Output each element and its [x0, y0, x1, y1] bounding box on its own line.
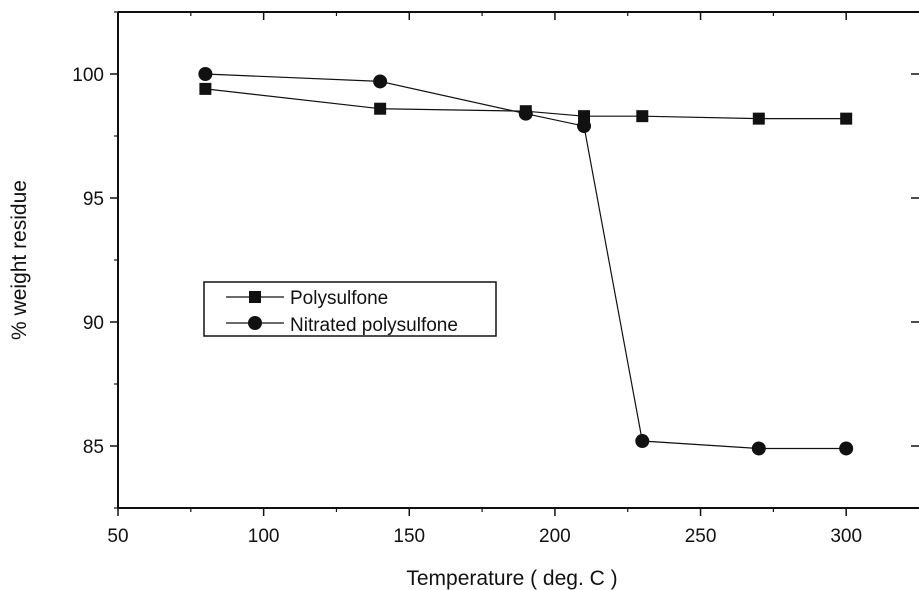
data-point-nitrated-polysulfone [839, 441, 854, 456]
legend-label-nitrated-polysulfone: Nitrated polysulfone [290, 315, 458, 336]
data-point-polysulfone [578, 110, 591, 123]
legend-label-polysulfone: Polysulfone [290, 288, 388, 309]
tick-labels: 50 100 150 200 250 300 85 90 95 100 [72, 65, 862, 547]
data-point-nitrated-polysulfone [373, 74, 388, 89]
axis-ticks [110, 11, 919, 516]
y-axis-title: % weight residue [8, 180, 31, 340]
data-point-polysulfone [752, 112, 765, 125]
data-point-nitrated-polysulfone [751, 441, 766, 456]
data-point-polysulfone [199, 82, 212, 95]
data-point-polysulfone [374, 102, 387, 115]
x-tick-label: 200 [539, 526, 571, 547]
y-tick-label: 100 [72, 65, 104, 86]
x-tick-label: 250 [685, 526, 717, 547]
legend-box [203, 281, 497, 337]
y-tick-label: 95 [83, 189, 104, 210]
x-tick-label: 300 [830, 526, 862, 547]
data-point-polysulfone [840, 112, 853, 125]
x-tick-label: 50 [107, 526, 128, 547]
data-point-nitrated-polysulfone [518, 106, 533, 121]
data-point-nitrated-polysulfone [198, 67, 213, 81]
x-tick-label: 100 [248, 526, 280, 547]
legend-marker-polysulfone [249, 291, 261, 303]
data-point-nitrated-polysulfone [577, 119, 592, 134]
series-markers [198, 67, 854, 456]
legend: Polysulfone Nitrated polysulfone [203, 281, 497, 337]
x-axis-title: Temperature ( deg. C ) [406, 567, 617, 590]
data-point-polysulfone [636, 110, 649, 123]
y-tick-label: 85 [83, 437, 104, 458]
y-tick-label: 90 [83, 313, 104, 334]
x-tick-label: 150 [393, 526, 425, 547]
legend-marker-nitrated-polysulfone [248, 316, 262, 330]
data-point-nitrated-polysulfone [635, 434, 650, 449]
